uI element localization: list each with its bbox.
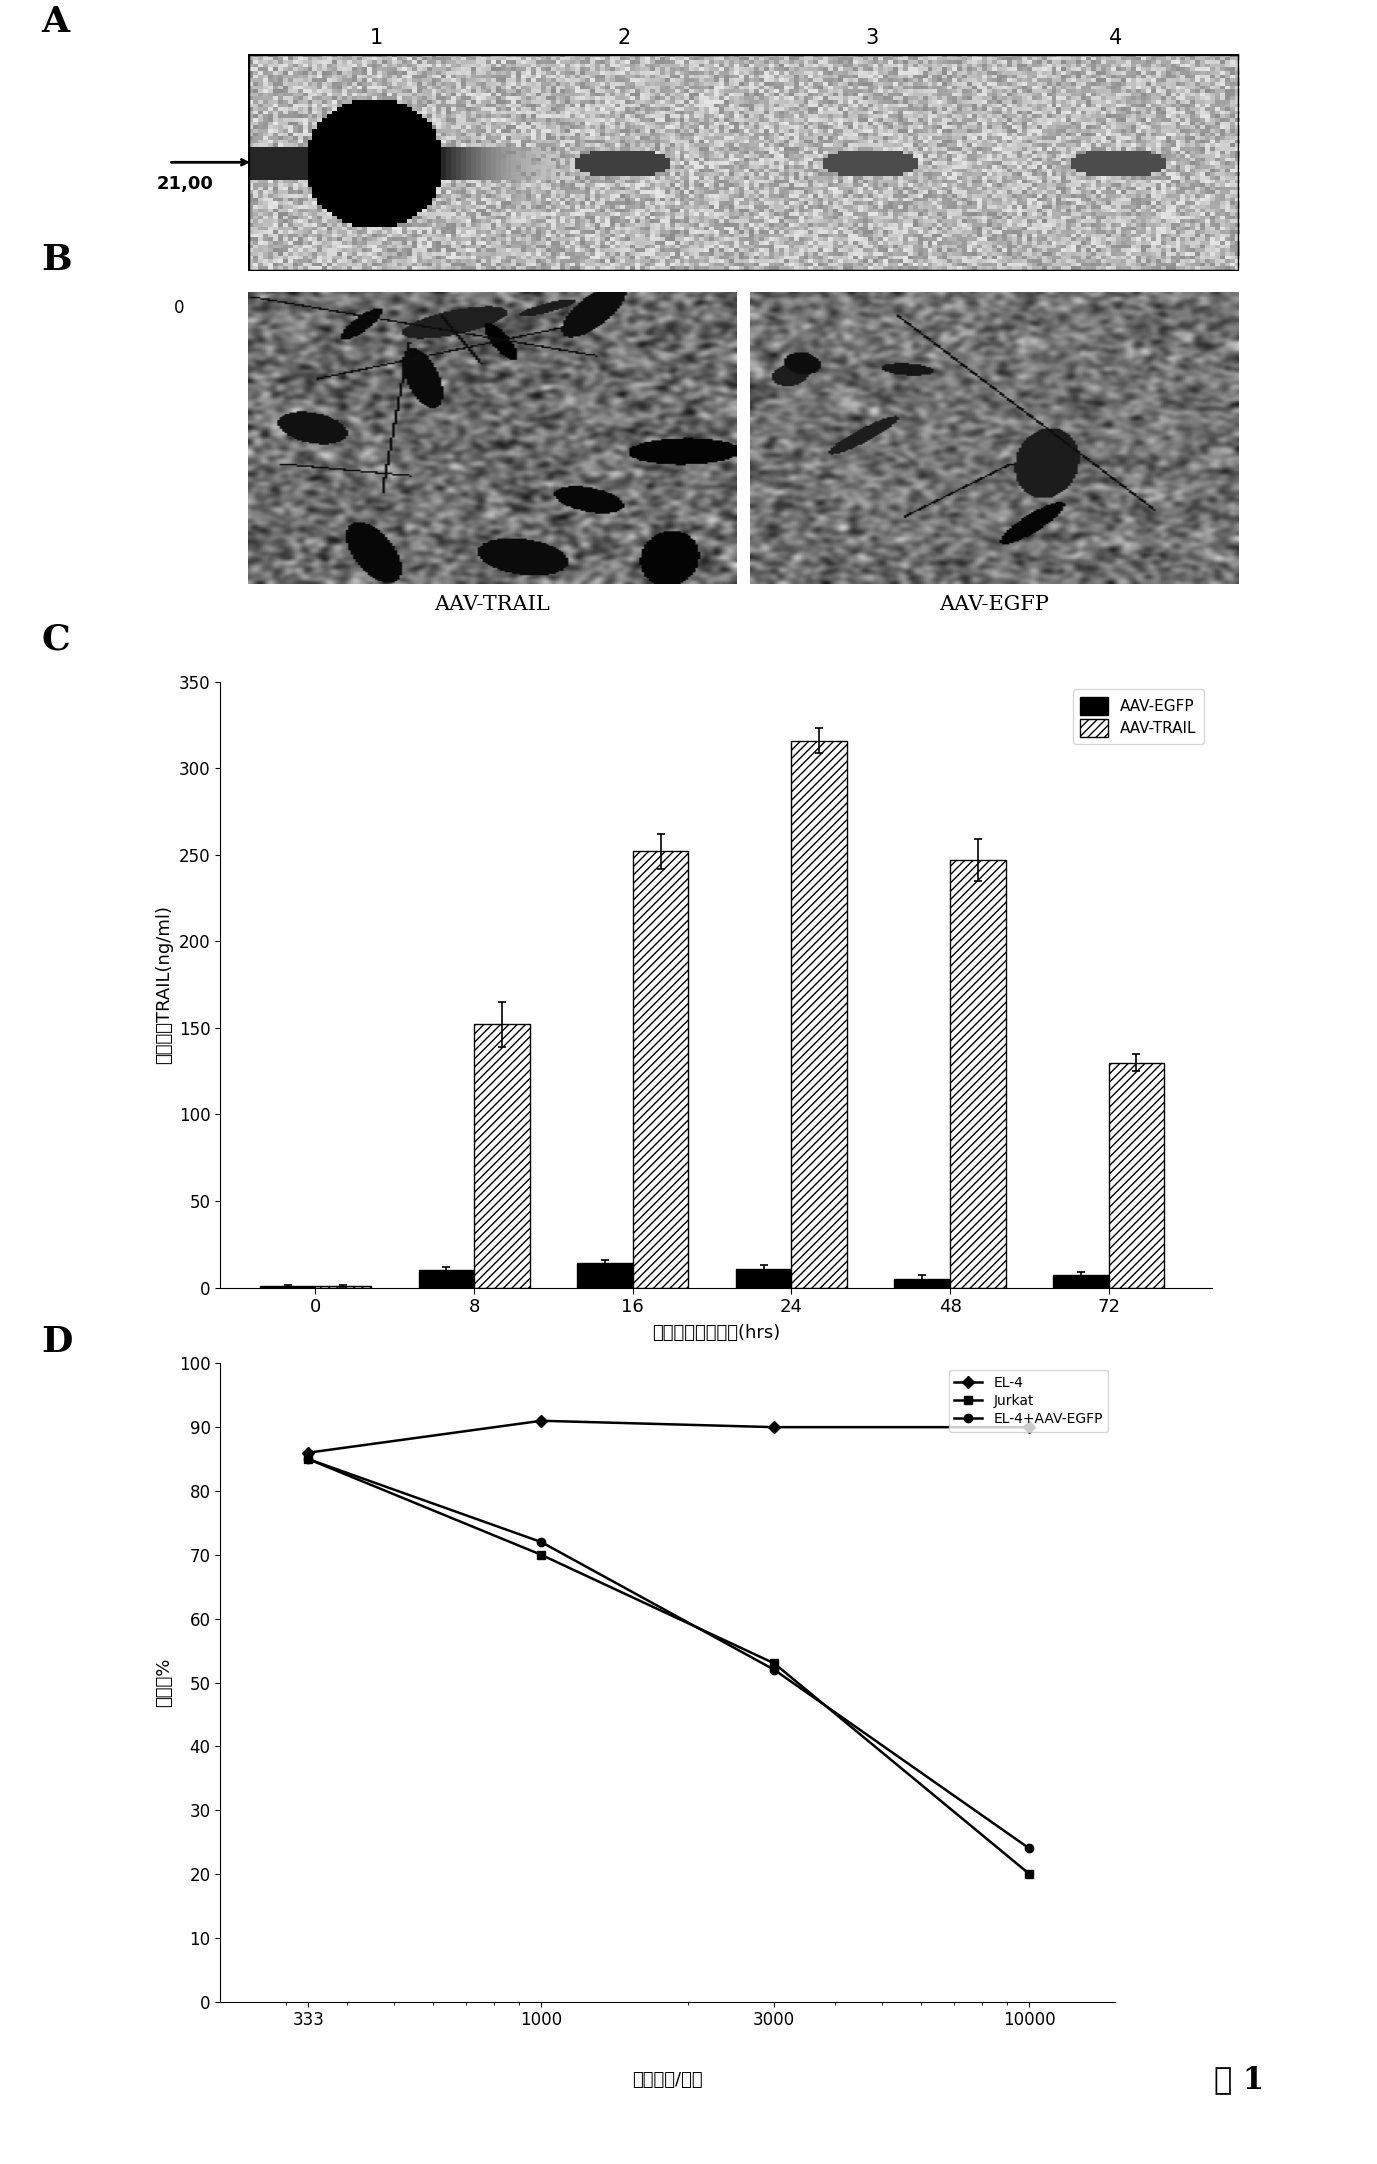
Text: C: C (41, 623, 70, 656)
Y-axis label: 活细胞%: 活细胞% (156, 1658, 174, 1707)
Bar (792, 740, 847, 1288)
Text: AAV-TRAIL: AAV-TRAIL (434, 595, 549, 615)
Bar (1053, 1275, 1108, 1288)
Bar (577, 1264, 633, 1288)
Text: D: D (41, 1327, 73, 1359)
Jurkat (1022, 1861, 1038, 1887)
EL-4+AAV-EGFP (300, 1446, 317, 1472)
X-axis label: 转染后的培养时间(hrs): 转染后的培养时间(hrs) (651, 1324, 781, 1342)
EL-4 (1022, 1415, 1038, 1441)
Y-axis label: 培养基中TRAIL(ng/ml): 培养基中TRAIL(ng/ml) (156, 905, 174, 1065)
EL-4 (766, 1415, 782, 1441)
EL-4+AAV-EGFP (766, 1658, 782, 1684)
Text: 4: 4 (1108, 28, 1122, 48)
Text: 病毒颗粒/细胞: 病毒颗粒/细胞 (632, 2071, 704, 2088)
Line: Jurkat: Jurkat (304, 1454, 1034, 1878)
Bar (633, 850, 688, 1288)
Text: AAV-EGFP: AAV-EGFP (939, 595, 1049, 615)
Text: B: B (41, 245, 72, 277)
Bar (1108, 1063, 1164, 1288)
Line: EL-4: EL-4 (304, 1417, 1034, 1456)
Jurkat (533, 1541, 549, 1567)
Bar (419, 1270, 474, 1288)
Text: A: A (41, 6, 69, 39)
Text: 1: 1 (370, 28, 383, 48)
Text: 2: 2 (618, 28, 631, 48)
Jurkat (766, 1651, 782, 1677)
Text: 21,00: 21,00 (157, 175, 213, 193)
Bar (895, 1279, 950, 1288)
Jurkat (300, 1446, 317, 1472)
Text: 3: 3 (866, 28, 879, 48)
Bar (950, 859, 1005, 1288)
Bar (735, 1268, 792, 1288)
EL-4+AAV-EGFP (533, 1530, 549, 1556)
EL-4 (300, 1439, 317, 1465)
Legend: AAV-EGFP, AAV-TRAIL: AAV-EGFP, AAV-TRAIL (1073, 690, 1203, 744)
Legend: EL-4, Jurkat, EL-4+AAV-EGFP: EL-4, Jurkat, EL-4+AAV-EGFP (949, 1370, 1108, 1433)
Text: 图 1: 图 1 (1215, 2064, 1264, 2095)
EL-4 (533, 1409, 549, 1435)
EL-4+AAV-EGFP (1022, 1835, 1038, 1861)
Bar (474, 1024, 530, 1288)
Text: 0: 0 (174, 299, 185, 316)
Line: EL-4+AAV-EGFP: EL-4+AAV-EGFP (304, 1454, 1034, 1852)
